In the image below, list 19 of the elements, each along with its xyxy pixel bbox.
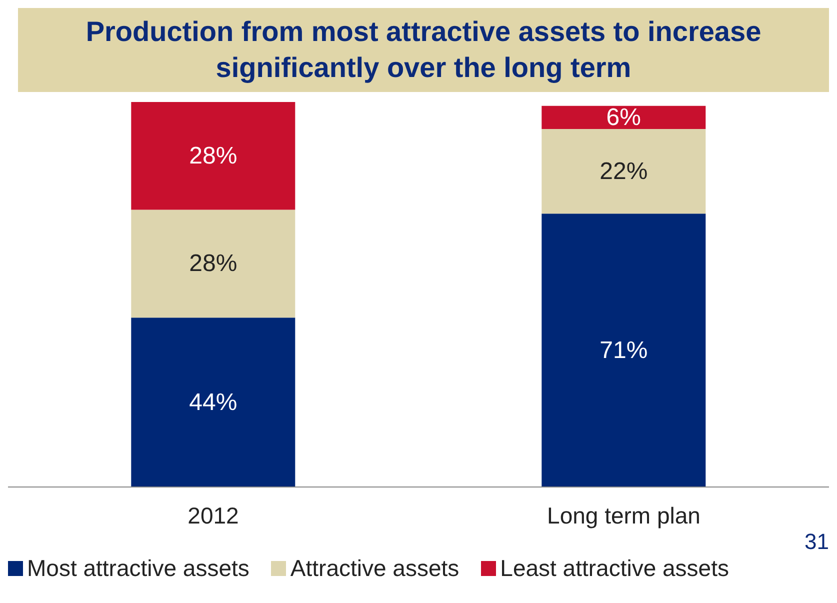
text: 31 [804, 529, 829, 555]
bar [131, 318, 296, 487]
data-label: 71% [600, 336, 648, 364]
data-label: 6% [606, 104, 641, 131]
x-tick-label: Long term plan [547, 502, 700, 528]
bar [542, 128, 706, 214]
bar [542, 106, 706, 129]
chart-title: Production from most attractive assets to increase significantly over the long term [18, 8, 829, 92]
x-tick-label: 2012 [188, 502, 239, 528]
data-label: 44% [189, 388, 238, 416]
data-label: 28% [189, 142, 238, 170]
legend-label: Most attractive assets [27, 555, 250, 582]
legend-label: Attractive assets [290, 555, 460, 582]
bar [131, 102, 296, 210]
data-label: 22% [600, 158, 648, 185]
bar [131, 210, 296, 318]
bar [542, 214, 706, 487]
data-label: 28% [189, 250, 238, 278]
legend-label: Least attractive assets [500, 555, 729, 582]
